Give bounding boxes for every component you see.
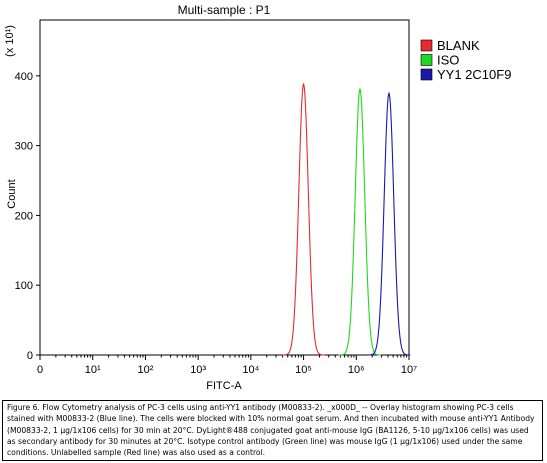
histogram-line-iso	[338, 87, 382, 356]
flow-cytometry-chart: Multi-sample : P1 0 100 200 300 400 0 10¹ 10² 1…	[4, 3, 511, 392]
histogram-line-yy1-2c10f9	[367, 91, 411, 356]
y-axis-multiplier: (x 10¹)	[4, 25, 16, 57]
y-tick-label: 300	[15, 141, 33, 153]
histogram-series	[282, 82, 411, 356]
x-tick-label: 0	[37, 364, 43, 376]
legend-swatch	[420, 39, 433, 52]
y-tick-label: 400	[15, 71, 33, 83]
legend-label: YY1 2C10F9	[437, 67, 511, 82]
y-axis-label: Count	[6, 179, 18, 208]
x-tick-label: 10¹	[85, 364, 101, 376]
x-axis-label: FITC-A	[206, 380, 242, 392]
x-tick-label: 10⁷	[401, 364, 417, 376]
x-tick-label: 10⁵	[295, 364, 312, 376]
legend-label: BLANK	[437, 38, 480, 53]
legend-swatch	[420, 54, 433, 66]
figure-caption-box: Figure 6. Flow Cytometry analysis of PC-…	[2, 400, 543, 461]
legend-label: ISO	[437, 53, 459, 68]
y-tick-label: 0	[27, 350, 33, 362]
y-axis-ticks: 0 100 200 300 400	[15, 71, 40, 362]
chart-title: Multi-sample : P1	[178, 3, 271, 17]
x-tick-label: 10²	[137, 364, 153, 376]
x-tick-label: 10⁶	[348, 364, 365, 376]
figure-caption: Figure 6. Flow Cytometry analysis of PC-…	[7, 403, 535, 458]
plot-frame	[39, 19, 410, 356]
histogram-line-blank	[282, 82, 325, 356]
y-tick-label: 200	[15, 210, 33, 222]
y-tick-label: 100	[15, 280, 33, 292]
x-tick-label: 10⁴	[242, 364, 259, 376]
legend-swatch	[420, 68, 433, 81]
x-tick-label: 10³	[190, 364, 206, 376]
x-axis-ticks: 0 10¹ 10² 10³ 10⁴ 10⁵ 10⁶ 10⁷	[37, 355, 417, 376]
